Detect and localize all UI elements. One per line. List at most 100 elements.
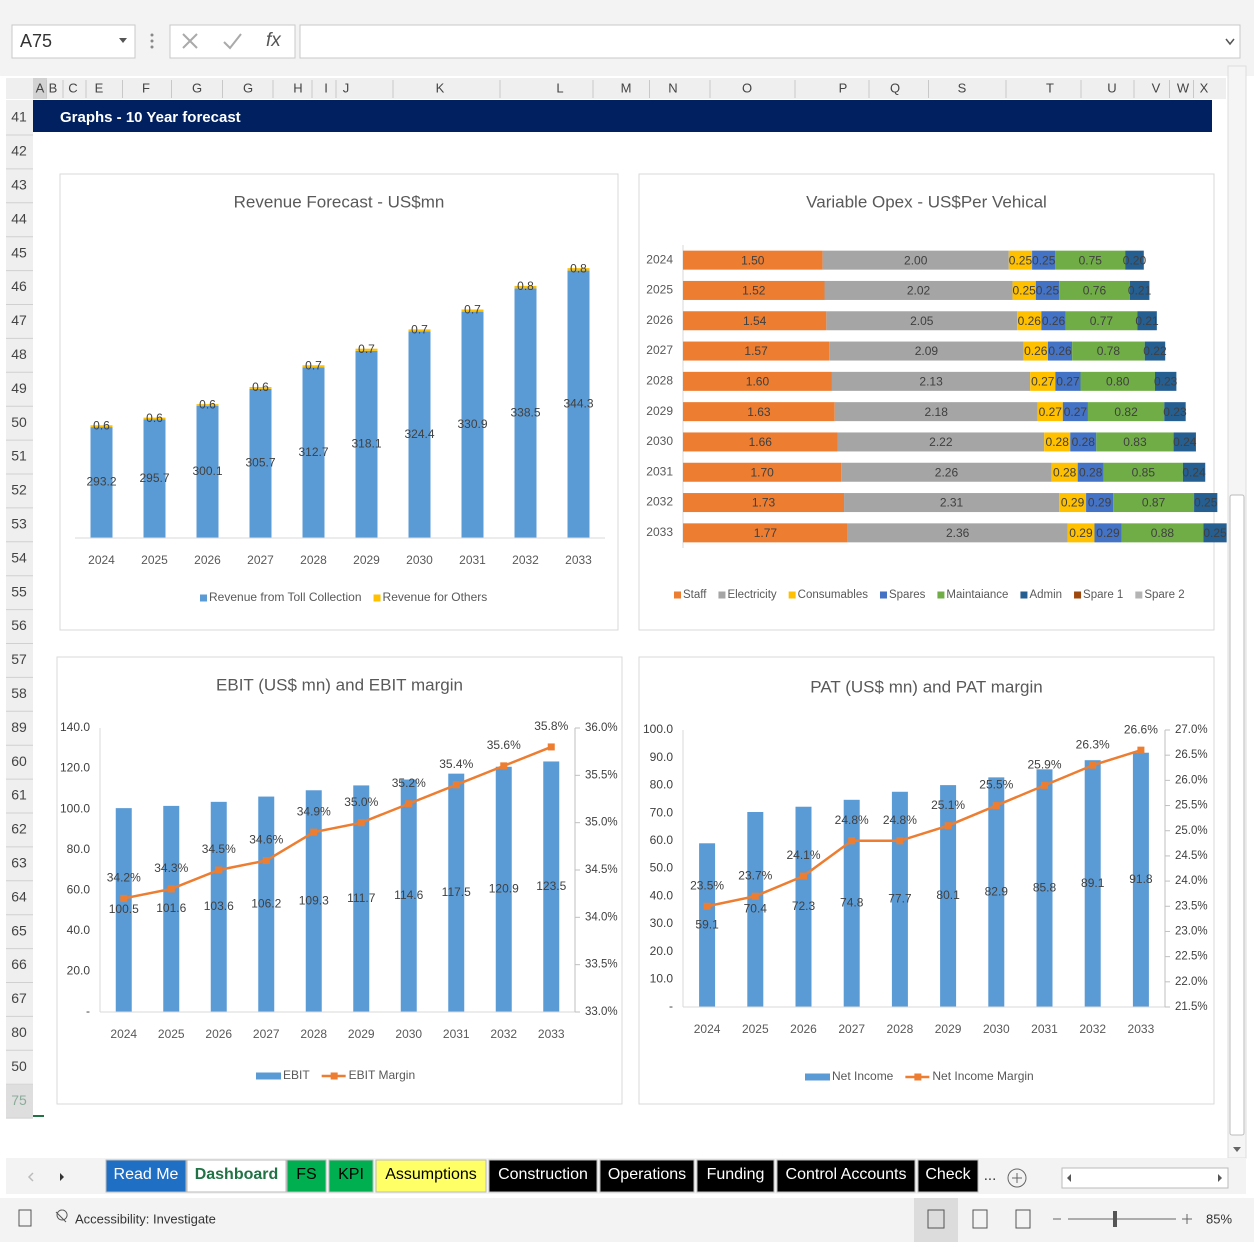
row-header[interactable]: 67 [11, 990, 27, 1006]
column-header[interactable]: T [1046, 80, 1054, 95]
sheet-tab-label[interactable]: KPI [338, 1166, 364, 1183]
sheet-tab-label[interactable]: Dashboard [195, 1166, 279, 1183]
zoom-level[interactable]: 85% [1206, 1211, 1232, 1226]
column-header[interactable]: K [436, 80, 445, 95]
sheet-tab[interactable] [186, 1159, 287, 1193]
normal-view-icon[interactable] [927, 1209, 945, 1229]
row-header[interactable]: 61 [11, 787, 27, 803]
sheet-tab-label[interactable]: Read Me [114, 1166, 179, 1183]
expand-formula[interactable] [1225, 38, 1235, 46]
bar [408, 331, 431, 538]
column-header[interactable]: C [68, 80, 77, 95]
name-box-dropdown[interactable] [119, 38, 127, 43]
row-header[interactable]: 66 [11, 956, 27, 972]
row-header[interactable]: 50 [11, 1058, 27, 1074]
chart-frame[interactable] [638, 173, 1215, 631]
fx-button[interactable]: fx [266, 30, 282, 51]
column-header[interactable]: A [36, 80, 45, 95]
name-box[interactable] [11, 24, 136, 59]
row-header[interactable]: 51 [11, 448, 27, 464]
accessibility-status[interactable]: Accessibility: Investigate [75, 1211, 216, 1226]
column-header[interactable]: S [958, 80, 967, 95]
row-header[interactable]: 55 [11, 583, 27, 599]
column-header[interactable]: F [142, 80, 150, 95]
cancel-icon[interactable] [182, 33, 198, 49]
row-header[interactable]: 56 [11, 617, 27, 633]
row-header[interactable]: 49 [11, 380, 27, 396]
more-tabs[interactable]: ... [984, 1167, 997, 1184]
row-header[interactable]: 45 [11, 244, 27, 260]
y-tick-label: 2030 [646, 434, 673, 448]
column-header[interactable]: H [293, 80, 302, 95]
sheet-tab[interactable] [599, 1159, 695, 1193]
sheet-tab-label[interactable]: Assumptions [385, 1166, 477, 1183]
row-header[interactable]: 43 [11, 177, 27, 193]
zoom-thumb[interactable] [1113, 1211, 1117, 1227]
chart-frame[interactable] [56, 656, 623, 1105]
row-header[interactable]: 41 [11, 109, 27, 125]
page-break-icon[interactable] [1015, 1209, 1031, 1229]
scroll-down[interactable] [1233, 1147, 1241, 1152]
row-header[interactable]: 57 [11, 651, 27, 667]
row-header[interactable]: 64 [11, 888, 27, 904]
sheet-tab[interactable] [105, 1159, 187, 1193]
enter-icon[interactable] [223, 33, 242, 50]
column-header[interactable]: G [192, 80, 202, 95]
column-header[interactable]: X [1200, 80, 1209, 95]
column-header[interactable]: E [95, 80, 104, 95]
zoom-slider[interactable] [1053, 1214, 1192, 1224]
accessibility-icon[interactable] [55, 1209, 68, 1223]
sheet-tab-label[interactable]: Control Accounts [786, 1166, 907, 1183]
row-header[interactable]: 46 [11, 278, 27, 294]
column-header[interactable]: M [621, 80, 632, 95]
sheet-tab[interactable] [696, 1159, 775, 1193]
row-header[interactable]: 52 [11, 482, 27, 498]
sheet-tab[interactable] [328, 1159, 374, 1193]
row-header[interactable]: 89 [11, 719, 27, 735]
sheet-tab[interactable] [488, 1159, 598, 1193]
sheet-tab[interactable] [375, 1159, 487, 1193]
sheet-tab-label[interactable]: FS [296, 1166, 316, 1183]
column-header[interactable]: N [668, 80, 677, 95]
column-header[interactable]: Q [890, 80, 900, 95]
sheet-tab[interactable] [286, 1159, 327, 1193]
formula-input[interactable] [299, 24, 1241, 59]
sheet-tab-label[interactable]: Construction [498, 1166, 588, 1183]
row-header[interactable]: 62 [11, 821, 27, 837]
sheet-tab[interactable] [917, 1159, 979, 1193]
column-header[interactable]: O [742, 80, 752, 95]
column-header[interactable]: J [343, 80, 350, 95]
tab-next[interactable] [60, 1173, 64, 1181]
row-header[interactable]: 50 [11, 414, 27, 430]
column-header[interactable]: V [1152, 80, 1161, 95]
data-label: 35.0% [344, 795, 378, 809]
row-header[interactable]: 60 [11, 753, 27, 769]
row-header[interactable]: 48 [11, 346, 27, 362]
row-header[interactable]: 53 [11, 516, 27, 532]
sheet-tab[interactable] [776, 1159, 916, 1193]
tab-prev[interactable] [27, 1172, 34, 1182]
sheet-tab-label[interactable]: Operations [608, 1166, 686, 1183]
sheet-tab-label[interactable]: Funding [707, 1166, 765, 1183]
row-header[interactable]: 44 [11, 210, 27, 226]
row-header[interactable]: 63 [11, 855, 27, 871]
sheet-tab-label[interactable]: Check [925, 1166, 971, 1183]
add-sheet[interactable] [1007, 1168, 1027, 1188]
row-header[interactable]: 42 [11, 143, 27, 159]
row-header[interactable]: 65 [11, 922, 27, 938]
column-header[interactable]: U [1107, 80, 1116, 95]
row-header[interactable]: 80 [11, 1024, 27, 1040]
h-scrollbar[interactable] [1061, 1167, 1229, 1189]
column-header[interactable]: G [243, 80, 253, 95]
column-header[interactable]: B [49, 80, 58, 95]
chart-frame[interactable] [638, 656, 1215, 1105]
column-header[interactable]: W [1177, 80, 1190, 95]
column-header[interactable]: P [839, 80, 848, 95]
row-header[interactable]: 58 [11, 685, 27, 701]
row-header[interactable]: 47 [11, 312, 27, 328]
row-header[interactable]: 54 [11, 549, 27, 565]
column-header[interactable]: I [324, 80, 328, 95]
column-header[interactable]: L [556, 80, 563, 95]
page-layout-icon[interactable] [972, 1209, 988, 1229]
scroll-thumb[interactable] [1229, 494, 1245, 1136]
